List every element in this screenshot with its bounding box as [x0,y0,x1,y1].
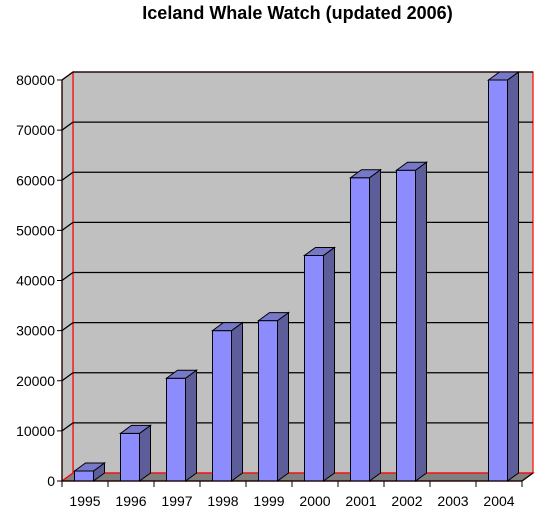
gridline-side [61,221,74,231]
y-axis-labels: 0 10000 20000 30000 40000 50000 60000 70000 8000… [16,72,55,489]
bar-top-2004 [486,71,521,81]
bars [72,71,521,482]
bar-top-2002 [394,161,429,171]
y-tick-label: 80000 [16,72,55,88]
axes [57,79,534,487]
bar-side-1997 [185,369,197,482]
gridline-side [61,121,74,131]
gridline-side [61,422,74,432]
x-tick-label: 1996 [115,493,146,509]
bar-side-1998 [231,321,243,482]
x-tick-label: 2004 [483,493,514,509]
bar-top-1997 [164,369,199,379]
y-tick-label: 20000 [16,373,55,389]
y-tick-label: 50000 [16,222,55,238]
x-tick-label: 1999 [253,493,284,509]
bar-top-2000 [302,246,337,256]
bar-1999 [258,320,278,482]
x-tick-label: 2002 [391,493,422,509]
bar-top-1999 [256,312,291,322]
bar-side-1999 [277,311,289,482]
x-tick-label: 2001 [345,493,376,509]
bar-2004 [488,79,508,482]
x-tick-label: 1998 [207,493,238,509]
bar-2001 [350,177,370,482]
x-tick-label: 2003 [437,493,468,509]
bar-side-2002 [415,161,427,482]
bar-side-2000 [323,246,335,482]
bar-top-1995 [72,462,107,472]
gridline-side [61,71,74,81]
y-tick-label: 0 [47,473,55,489]
x-tick-label: 1995 [69,493,100,509]
x-axis-depth [521,472,534,482]
bar-1997 [166,377,186,482]
gridlines [61,71,533,432]
gridline-side [61,271,74,282]
y-tick-label: 70000 [16,122,55,138]
chart-title: Iceland Whale Watch (updated 2006) [142,3,453,23]
bar-top-2001 [348,169,383,179]
y-tick-label: 60000 [16,172,55,188]
x-tick-label: 1997 [161,493,192,509]
gridline-side [61,372,74,382]
x-axis-labels: 1995 1996 1997 1998 1999 2000 2001 2002 2003 2004 [69,493,514,509]
y-tick-label: 30000 [16,323,55,339]
y-tick-label: 10000 [16,423,55,439]
bar-side-1996 [139,424,151,482]
gridline-side [61,322,74,332]
bar-1995 [74,470,94,482]
gridline-side [61,171,74,181]
plot-walls [60,70,535,483]
bar-1996 [120,432,140,482]
bar-top-1996 [118,424,153,434]
bar-top-1998 [210,322,245,332]
bar-2000 [304,254,324,482]
bar-2002 [396,169,416,482]
bar-side-2004 [507,71,519,482]
bar-side-2001 [369,168,381,482]
y-tick-label: 40000 [16,273,55,289]
bar-1998 [212,330,232,482]
x-tick-label: 2000 [299,493,330,509]
